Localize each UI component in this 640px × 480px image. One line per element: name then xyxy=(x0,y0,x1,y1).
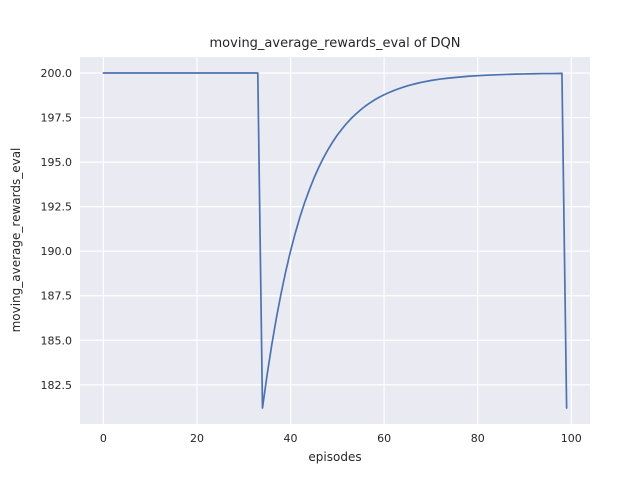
x-tick-label: 80 xyxy=(471,432,485,445)
series-line-moving_average_rewards_eval xyxy=(102,72,568,409)
x-tick-label: 60 xyxy=(377,432,391,445)
plot-background xyxy=(80,57,590,424)
y-tick-label: 192.5 xyxy=(41,201,73,214)
y-tick-label: 197.5 xyxy=(41,112,73,125)
x-tick-label: 0 xyxy=(100,432,107,445)
x-axis-label: episodes xyxy=(308,450,362,464)
x-tick-label: 40 xyxy=(284,432,298,445)
y-tick-label: 187.5 xyxy=(41,290,73,303)
y-tick-label: 195.0 xyxy=(41,156,73,169)
y-tick-label: 182.5 xyxy=(41,379,73,392)
y-tick-label: 190.0 xyxy=(41,245,73,258)
x-tick-label: 20 xyxy=(190,432,204,445)
y-tick-label: 185.0 xyxy=(41,334,73,347)
x-tick-label: 100 xyxy=(561,432,582,445)
chart-title: moving_average_rewards_eval of DQN xyxy=(209,36,461,51)
y-tick-label: 200.0 xyxy=(41,67,73,80)
y-axis-label: moving_average_rewards_eval xyxy=(9,147,23,333)
